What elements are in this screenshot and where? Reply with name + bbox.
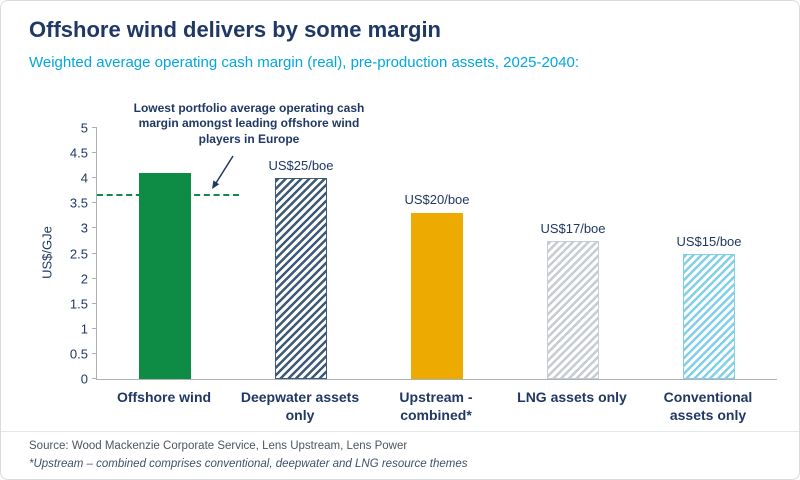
y-axis-tick-mark — [92, 227, 97, 229]
bars-container: US$25/boe US$20/boe US$17/boe US$15/boe — [97, 128, 777, 379]
y-axis-tick: 0.5 — [69, 346, 88, 362]
x-axis-label: Upstream - combined* — [399, 389, 473, 423]
bar-slot: US$15/boe — [641, 234, 777, 379]
footnote-text: *Upstream – combined comprises conventio… — [29, 458, 468, 470]
bar-lng-assets-only: US$17/boe — [540, 221, 606, 379]
bar-deepwater-assets-only: US$25/boe — [268, 158, 334, 379]
y-axis-tick: 4.5 — [69, 145, 88, 161]
y-axis-tick-mark — [92, 378, 97, 379]
x-axis-label: Deepwater assets only — [240, 389, 360, 423]
x-axis-labels: Offshore wind Deepwater assets only Upstre… — [96, 389, 776, 424]
plot-area: 0 0.5 1 1.5 2 2.5 3 3.5 4 4.5 5 US$25/boe US$20/boe… — [70, 121, 777, 387]
source-text: Source: Wood Mackenzie Corporate Service… — [29, 440, 408, 452]
bar-slot: US$25/boe — [233, 158, 369, 379]
y-axis-tick: 3 — [80, 220, 88, 236]
y-axis-tick-mark — [92, 327, 97, 329]
annotation-text: Lowest portfolio average operating cash … — [133, 101, 365, 146]
y-axis-tick: 0 — [80, 371, 88, 387]
bar-upstream-combined-: US$20/boe — [404, 192, 470, 379]
x-axis-label: Conventional assets only — [663, 389, 753, 423]
y-axis-tick-mark — [92, 177, 97, 179]
y-axis-title: US$/GJe — [39, 226, 55, 279]
y-axis-tick-mark — [92, 252, 97, 254]
y-axis-tick-mark — [92, 152, 97, 154]
y-axis-tick-mark — [92, 302, 97, 304]
y-axis-tick: 1.5 — [69, 296, 88, 312]
reference-line — [97, 193, 239, 196]
chart-subtitle: Weighted average operating cash margin (… — [29, 54, 580, 71]
y-axis-tick: 1 — [80, 321, 88, 337]
y-axis-tick-mark — [92, 352, 97, 354]
annotation-arrow-icon — [212, 155, 234, 189]
divider — [1, 431, 799, 432]
y-axis-tick: 2 — [80, 271, 88, 287]
bar-value-label: US$25/boe — [268, 158, 334, 174]
x-axis-label: LNG assets only — [517, 389, 627, 405]
y-axis: 0 0.5 1 1.5 2 2.5 3 3.5 4 4.5 5 — [70, 121, 777, 387]
y-axis-tick: 3.5 — [69, 195, 88, 211]
y-axis-tick: 2.5 — [69, 246, 88, 261]
chart-title: Offshore wind delivers by some margin — [29, 17, 441, 42]
bar-offshore-wind — [139, 173, 191, 379]
bar-conventional-assets-only: US$15/boe — [676, 234, 742, 379]
bar-slot: US$17/boe — [505, 221, 641, 379]
y-axis-tick: 5 — [80, 120, 88, 136]
y-axis-tick: 4 — [80, 170, 88, 186]
y-axis-tick-mark — [92, 127, 97, 128]
bar-value-label: US$15/boe — [676, 233, 742, 249]
x-axis-label: Offshore wind — [116, 389, 212, 405]
y-axis-tick-mark — [92, 277, 97, 279]
bar-value-label: US$20/boe — [404, 192, 470, 208]
bar-slot: US$20/boe — [369, 192, 505, 379]
y-axis-tick-mark — [92, 202, 97, 204]
bar-slot — [97, 173, 233, 379]
bar-value-label: US$17/boe — [540, 220, 606, 236]
